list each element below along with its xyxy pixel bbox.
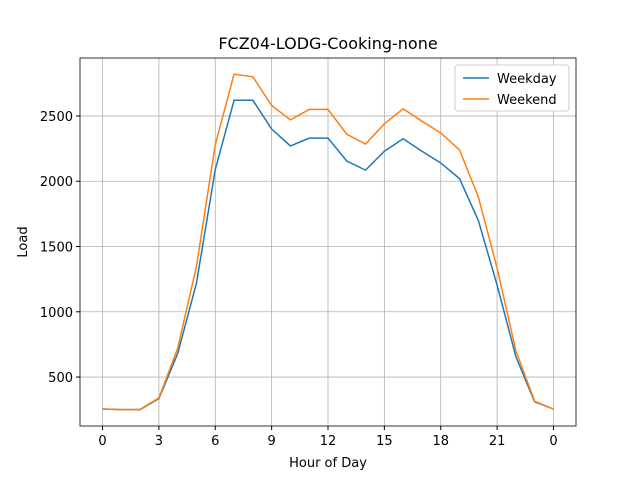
x-tick-label: 6 (211, 434, 219, 449)
x-tick-label: 15 (376, 434, 393, 449)
legend-label: Weekday (497, 72, 557, 87)
y-axis-label: Load (16, 226, 31, 257)
y-tick-label: 2000 (40, 175, 73, 190)
line-series (102, 73, 554, 411)
x-tick-label: 9 (267, 434, 275, 449)
y-tick-label: 2500 (40, 110, 73, 125)
plot-frame (79, 57, 577, 427)
x-tick-label: 18 (432, 434, 449, 449)
x-axis-label: Hour of Day (289, 456, 367, 471)
x-tick-label: 3 (155, 434, 163, 449)
x-tick-label: 0 (549, 434, 557, 449)
y-tick-label: 500 (48, 371, 73, 386)
y-tick-label: 1500 (40, 241, 73, 256)
legend-label: Weekend (497, 93, 557, 108)
x-tick-label: 0 (98, 434, 106, 449)
chart-title: FCZ04-LODG-Cooking-none (218, 34, 437, 53)
x-tick-label: 21 (489, 434, 506, 449)
line-series (102, 99, 554, 411)
x-tick-label: 12 (320, 434, 337, 449)
y-tick-label: 1000 (40, 306, 73, 321)
